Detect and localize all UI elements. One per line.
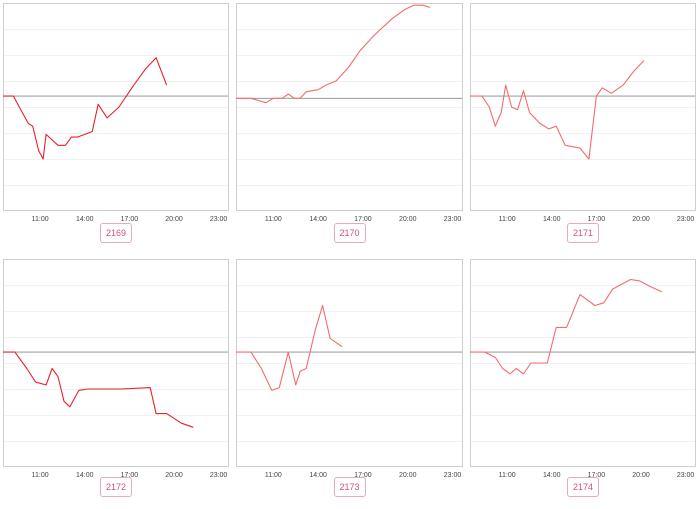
x-tick-label: 14:00 — [76, 216, 94, 223]
x-tick-label: 11:00 — [32, 216, 49, 223]
x-tick-label: 11:00 — [265, 472, 282, 479]
x-tick-label: 23:00 — [210, 216, 228, 223]
chart-label-badge[interactable]: 2169 — [99, 223, 133, 243]
plot-frame — [3, 3, 229, 211]
x-tick-label: 23:00 — [677, 472, 695, 479]
chart-panel-2171: 11:00 14:00 17:00 20:00 23:00 — [470, 3, 696, 223]
x-tick-label: 17:00 — [354, 472, 372, 479]
plot-frame — [470, 259, 696, 467]
chart-svg: 11:00 14:00 17:00 20:00 23:00 — [3, 259, 229, 479]
x-tick-label: 17:00 — [588, 472, 606, 479]
x-tick-label: 20:00 — [165, 216, 183, 223]
x-tick-label: 20:00 — [165, 472, 183, 479]
chart-svg: 11:00 14:00 17:00 20:00 23:00 — [470, 3, 696, 223]
x-tick-label: 20:00 — [632, 216, 650, 223]
x-tick-label: 17:00 — [121, 216, 139, 223]
chart-panel-2169: 11:00 14:00 17:00 20:00 23:00 — [3, 3, 229, 223]
plot-frame — [3, 259, 229, 467]
x-tick-label: 23:00 — [444, 216, 462, 223]
x-tick-label: 14:00 — [309, 216, 327, 223]
chart-label-badge[interactable]: 2173 — [333, 477, 366, 497]
x-tick-label: 23:00 — [677, 216, 695, 223]
x-tick-label: 11:00 — [499, 216, 516, 223]
x-tick-label: 11:00 — [32, 472, 49, 479]
chart-panel-2172: 11:00 14:00 17:00 20:00 23:00 — [3, 259, 229, 479]
chart-panel-2173: 11:00 14:00 17:00 20:00 23:00 — [236, 259, 463, 479]
series-line — [3, 57, 168, 160]
series-line — [470, 278, 663, 375]
x-tick-label: 14:00 — [543, 216, 561, 223]
x-tick-label: 20:00 — [632, 472, 650, 479]
chart-label-badge[interactable]: 2174 — [566, 477, 600, 497]
chart-svg: 11:00 14:00 17:00 20:00 23:00 — [470, 259, 696, 479]
x-tick-label: 17:00 — [121, 472, 139, 479]
x-tick-label: 11:00 — [499, 472, 516, 479]
chart-label-badge[interactable]: 2170 — [333, 223, 366, 243]
x-tick-label: 17:00 — [354, 216, 372, 223]
x-tick-label: 11:00 — [265, 216, 282, 223]
chart-svg: 11:00 14:00 17:00 20:00 23:00 — [236, 3, 463, 223]
x-tick-label: 23:00 — [210, 472, 228, 479]
x-tick-label: 14:00 — [543, 472, 561, 479]
x-tick-label: 14:00 — [76, 472, 94, 479]
chart-panel-2174: 11:00 14:00 17:00 20:00 23:00 — [470, 259, 696, 479]
x-tick-label: 14:00 — [309, 472, 327, 479]
chart-panel-2170: 11:00 14:00 17:00 20:00 23:00 — [236, 3, 463, 223]
chart-svg: 11:00 14:00 17:00 20:00 23:00 — [236, 259, 463, 479]
plot-frame — [236, 259, 463, 467]
series-line — [236, 4, 431, 104]
x-tick-label: 23:00 — [444, 472, 462, 479]
plot-frame — [236, 3, 463, 211]
series-line — [236, 304, 343, 391]
x-tick-label: 20:00 — [399, 472, 417, 479]
chart-svg: 11:00 14:00 17:00 20:00 23:00 — [3, 3, 229, 223]
x-tick-label: 20:00 — [399, 216, 417, 223]
x-tick-label: 17:00 — [588, 216, 606, 223]
series-line — [470, 60, 645, 160]
chart-label-badge[interactable]: 2171 — [566, 223, 600, 243]
chart-label-badge[interactable]: 2172 — [99, 477, 133, 497]
plot-frame — [470, 3, 696, 211]
series-line — [3, 351, 194, 428]
